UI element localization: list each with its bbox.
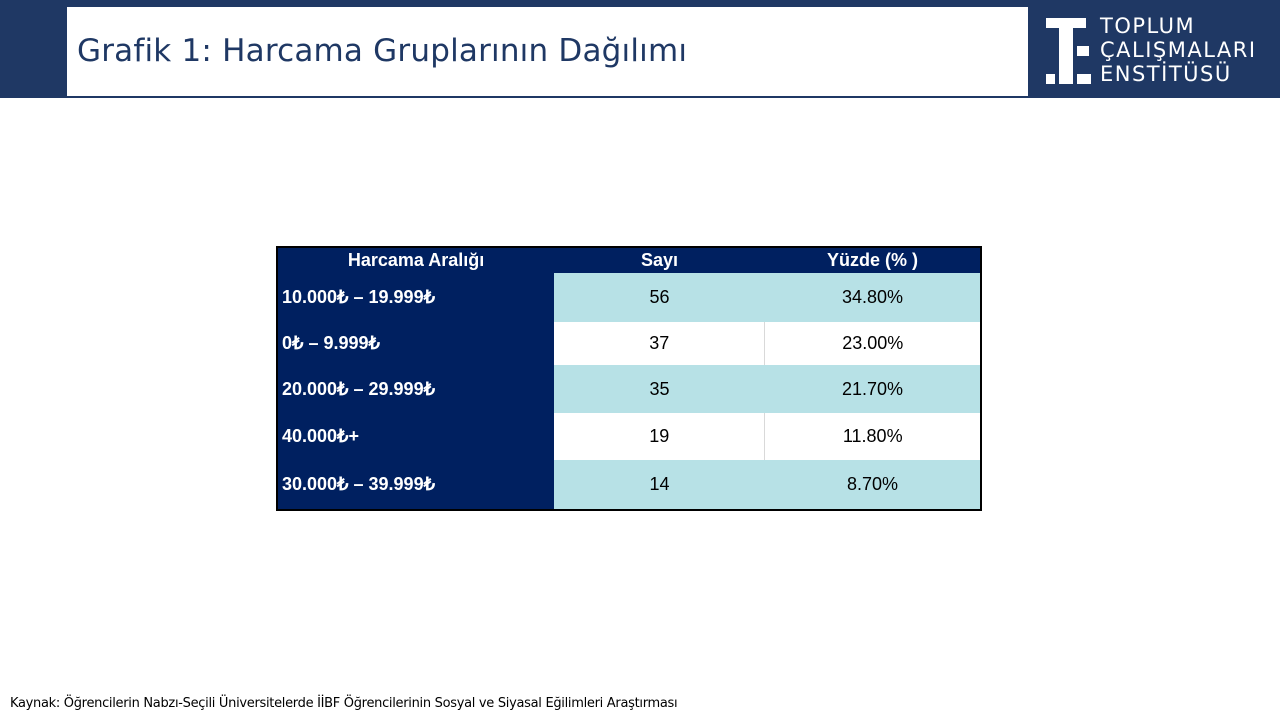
count-cell: 37: [554, 322, 766, 365]
range-cell: 30.000₺ – 39.999₺: [277, 460, 555, 510]
table-header-row: Harcama Aralığı Sayı Yüzde (% ): [277, 247, 981, 273]
column-header-range: Harcama Aralığı: [277, 247, 555, 273]
table-row: 20.000₺ – 29.999₺ 35 21.70%: [277, 365, 981, 413]
percent-cell: 23.00%: [764, 322, 981, 365]
logo: TOPLUM ÇALIŞMALARI ENSTİTÜSÜ: [1046, 14, 1271, 88]
logo-line-1: TOPLUM: [1100, 14, 1196, 38]
count-cell: 56: [554, 273, 765, 322]
range-cell: 0₺ – 9.999₺: [277, 322, 555, 365]
table-row: 10.000₺ – 19.999₺ 56 34.80%: [277, 273, 981, 322]
range-cell: 10.000₺ – 19.999₺: [277, 273, 555, 322]
column-header-percent: Yüzde (% ): [764, 247, 981, 273]
table-row: 40.000₺+ 19 11.80%: [277, 413, 981, 460]
source-note: Kaynak: Öğrencilerin Nabzı-Seçili Üniver…: [10, 696, 678, 711]
percent-cell: 11.80%: [764, 413, 981, 460]
column-header-count: Sayı: [554, 247, 765, 273]
count-cell: 14: [554, 460, 765, 510]
header-band: Grafik 1: Harcama Gruplarının Dağılımı T…: [0, 0, 1280, 98]
institute-logo-icon: [1046, 18, 1091, 84]
logo-line-3: ENSTİTÜSÜ: [1100, 62, 1232, 86]
table-row: 30.000₺ – 39.999₺ 14 8.70%: [277, 460, 981, 510]
count-cell: 35: [554, 365, 765, 413]
percent-cell: 34.80%: [764, 273, 981, 322]
spending-table: Harcama Aralığı Sayı Yüzde (% ) 10.000₺ …: [276, 246, 982, 511]
percent-cell: 21.70%: [764, 365, 981, 413]
logo-text: TOPLUM ÇALIŞMALARI ENSTİTÜSÜ: [1100, 14, 1257, 86]
page-title: Grafik 1: Harcama Gruplarının Dağılımı: [77, 33, 688, 69]
table-row: 0₺ – 9.999₺ 37 23.00%: [277, 322, 981, 365]
count-cell: 19: [554, 413, 766, 460]
title-box: Grafik 1: Harcama Gruplarının Dağılımı: [67, 7, 1028, 96]
range-cell: 20.000₺ – 29.999₺: [277, 365, 555, 413]
range-cell: 40.000₺+: [277, 413, 555, 460]
logo-line-2: ÇALIŞMALARI: [1100, 38, 1257, 62]
percent-cell: 8.70%: [764, 460, 981, 510]
